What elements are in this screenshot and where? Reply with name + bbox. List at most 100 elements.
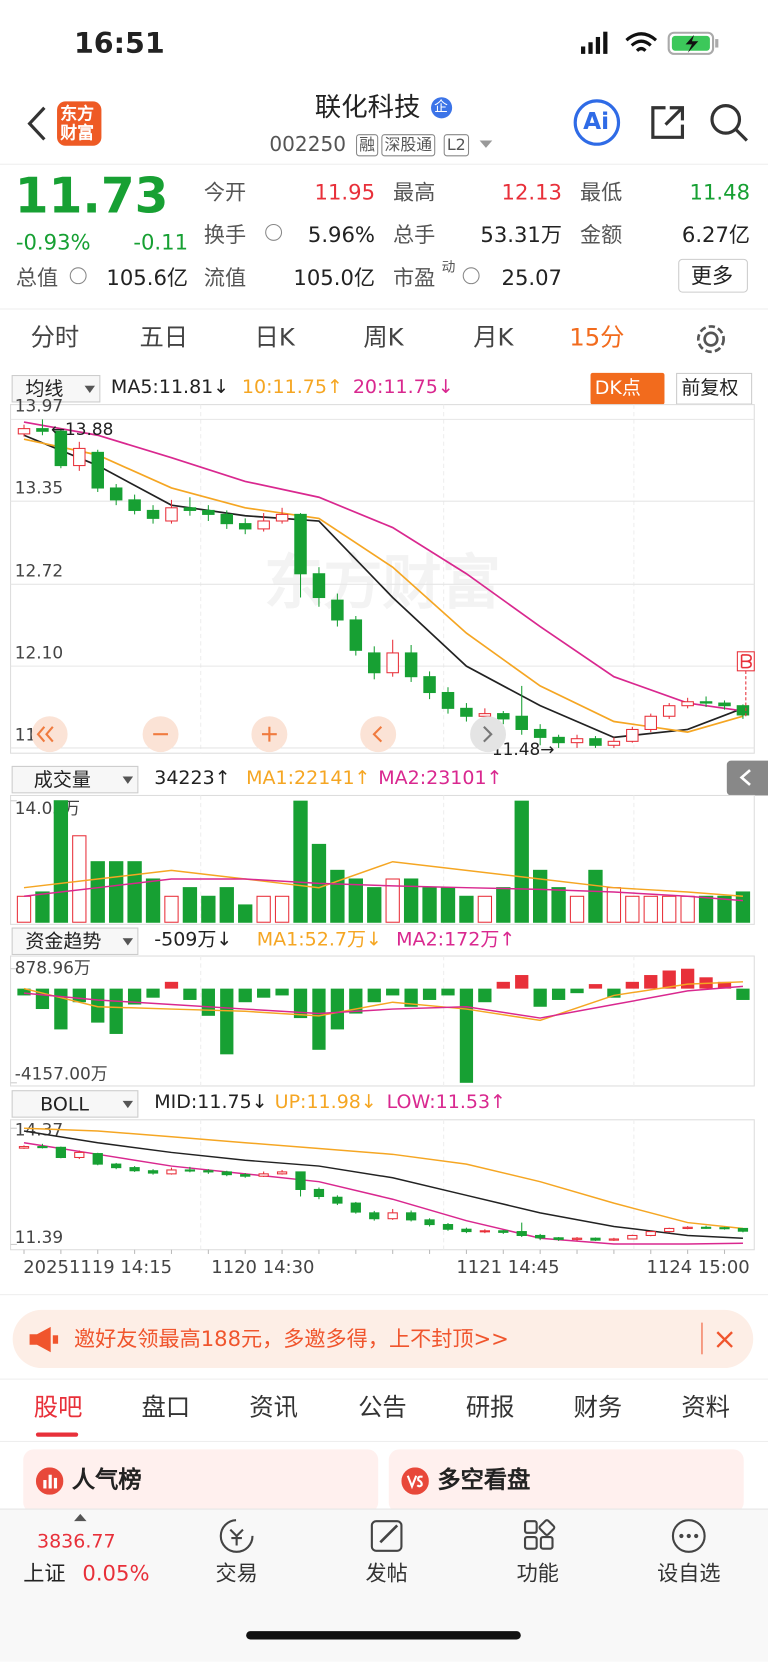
flow-bar <box>404 988 418 1007</box>
candle-body <box>590 1237 601 1241</box>
candle-body <box>17 428 31 435</box>
home-indicator <box>246 1631 521 1640</box>
chart-control[interactable] <box>31 716 68 753</box>
last-price: 11.73 <box>14 166 169 224</box>
candle-body <box>699 701 713 704</box>
flow-bar <box>293 988 308 1019</box>
section-tab: 股吧 <box>33 1394 83 1422</box>
candle-body <box>387 1212 398 1220</box>
flow-bar <box>183 988 197 1000</box>
ai-button[interactable]: Ai <box>573 99 621 146</box>
volume-bar <box>625 895 640 923</box>
info-icon <box>265 223 283 241</box>
candle-body <box>386 652 399 674</box>
settings-button[interactable] <box>694 322 728 356</box>
chart-control-icon <box>261 726 277 742</box>
card[interactable]: 人气榜 <box>23 1449 379 1513</box>
flow-select[interactable]: 资金趋势 <box>11 927 139 955</box>
field-label: 总手 <box>392 221 436 248</box>
indicator-select[interactable]: 均线 <box>11 375 101 403</box>
volume-bar <box>35 891 50 923</box>
volume-select[interactable]: 成交量 <box>11 765 139 794</box>
ma5-legend: MA5:11.81↓ <box>110 376 230 399</box>
candle-body <box>700 1226 712 1229</box>
field-label: 市盈 <box>392 265 436 291</box>
candle-body <box>331 599 344 621</box>
y-tick-label: 878.96万 <box>15 958 91 978</box>
flow-bar <box>220 988 234 1055</box>
panel-frame <box>10 955 755 1087</box>
back-button[interactable] <box>21 104 53 146</box>
candle-body <box>91 451 104 489</box>
field-value: 6.27亿 <box>681 221 751 248</box>
x-tick-label: 1124 15:00 <box>646 1257 750 1279</box>
adjust-button[interactable]: 前复权 <box>676 372 753 405</box>
flow-bar <box>386 988 400 996</box>
candle-body <box>349 619 363 651</box>
volume-bar <box>238 904 253 923</box>
candle-body <box>442 1224 454 1230</box>
flow-bar <box>312 988 326 1050</box>
field-label: 金额 <box>579 221 623 248</box>
share-button[interactable] <box>647 101 689 143</box>
field-label: 换手 <box>203 221 247 248</box>
banner-text: 邀好友领最高188元，多邀多得，上不封顶>> <box>73 1325 509 1352</box>
candle-body <box>111 1163 122 1169</box>
chart-control[interactable] <box>360 716 397 753</box>
candle-body <box>719 1227 730 1230</box>
candle-body <box>589 738 602 746</box>
flow-bar <box>349 988 363 1014</box>
volume-bar <box>330 869 345 923</box>
stock-name: 联化科技 <box>314 91 421 123</box>
candle-body <box>203 1170 214 1173</box>
pe-sup: 动 <box>441 259 456 276</box>
collapse-button[interactable] <box>726 760 768 796</box>
chart-control-icon <box>483 726 493 743</box>
candle-body <box>350 1202 361 1213</box>
dk-label: DK点 <box>594 377 641 400</box>
search-button[interactable] <box>708 101 750 143</box>
flow-bar <box>607 988 621 998</box>
candle-body <box>275 513 289 522</box>
change-pct: -0.93% <box>15 229 91 255</box>
candle-body <box>73 447 86 467</box>
promo-banner[interactable]: 邀好友领最高188元，多邀多得，上不封顶>> <box>12 1309 754 1369</box>
candle-body <box>36 428 49 432</box>
candle-body <box>571 1237 583 1240</box>
ai-label: Ai <box>583 108 610 136</box>
candle-body <box>479 1230 490 1233</box>
flow-bar <box>330 988 345 1030</box>
app-logo: 东方 财富 <box>57 101 102 146</box>
volume-legend: 34223↑ <box>154 766 231 790</box>
candle-body <box>608 1238 620 1241</box>
flow-bar <box>422 988 437 1000</box>
candle-body <box>497 713 510 720</box>
period-tab: 15分 <box>569 324 625 352</box>
boll-select[interactable]: BOLL <box>11 1090 139 1118</box>
y-tick-label: -4157.00万 <box>15 1063 108 1083</box>
panel-frame <box>10 794 755 925</box>
volume-bar <box>551 887 566 923</box>
dk-button[interactable]: DK点 <box>590 372 665 405</box>
candle-body <box>626 728 639 742</box>
flow-bar <box>441 988 455 996</box>
flow-bar <box>275 988 289 996</box>
volume-bar <box>127 861 142 923</box>
section-tab: 财务 <box>573 1394 623 1422</box>
candle-body <box>424 1219 435 1226</box>
candle-body <box>220 513 234 525</box>
chart-control[interactable] <box>470 716 507 753</box>
candle-body <box>147 1170 159 1174</box>
volume-bar <box>532 869 548 923</box>
volume-bar <box>90 861 105 923</box>
more-button[interactable]: 更多 <box>678 258 748 293</box>
nav-item: 功能 <box>516 1560 559 1586</box>
banner-close[interactable] <box>714 1329 735 1350</box>
card[interactable]: 多空看盘 <box>388 1449 744 1513</box>
indicator-line <box>23 1127 744 1230</box>
volume-bar <box>367 887 382 923</box>
volume-bar <box>293 800 308 923</box>
candle-body <box>37 1146 48 1149</box>
